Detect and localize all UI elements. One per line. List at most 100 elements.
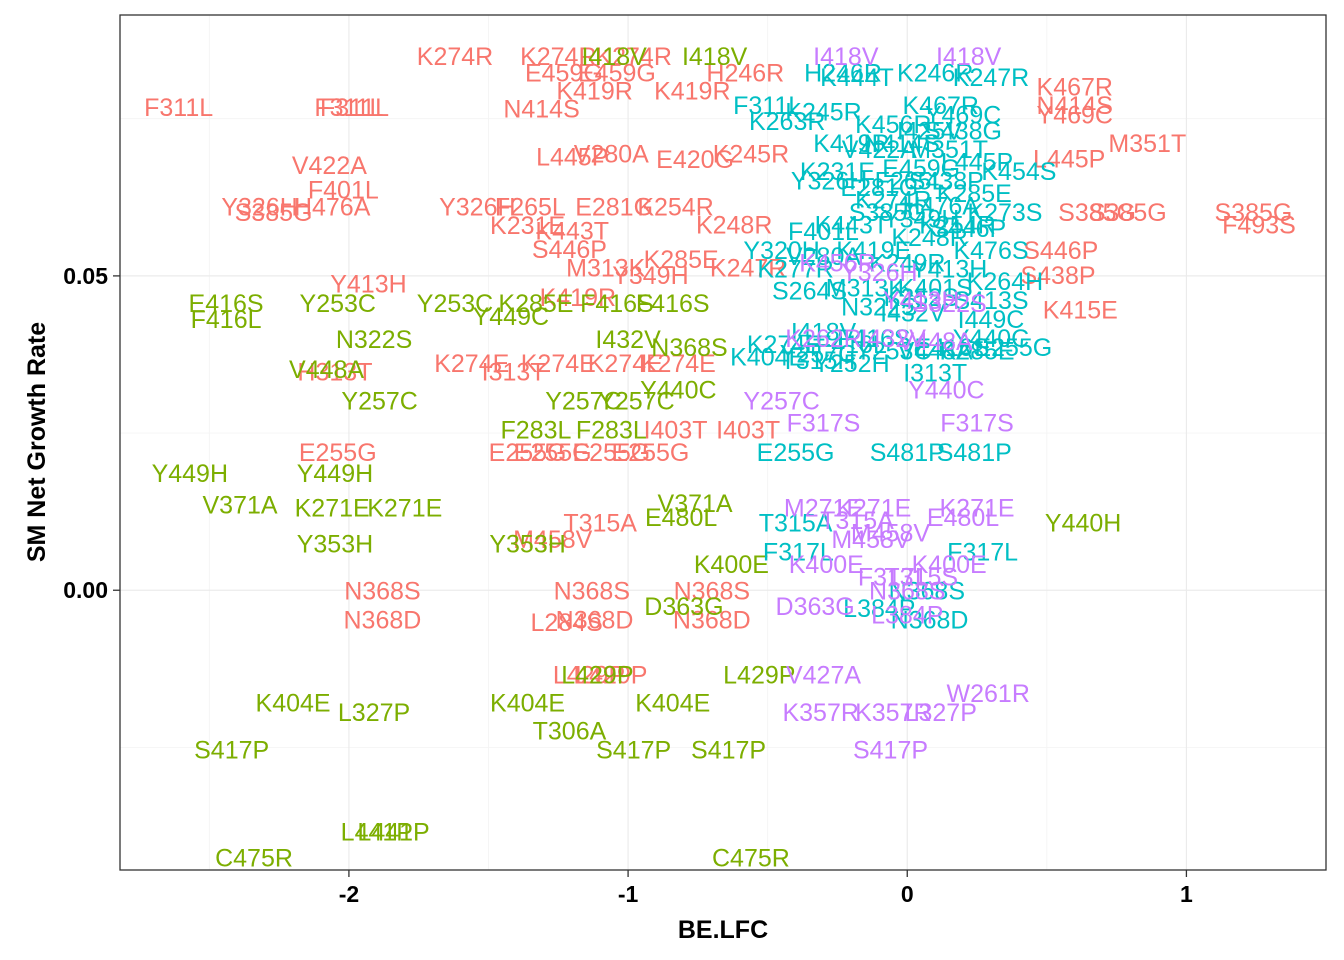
point-label: F311L [144, 94, 213, 122]
point-label: S417P [596, 737, 671, 765]
point-label: Y413H [911, 256, 987, 284]
point-label: E255G [757, 439, 835, 467]
point-label: V280A [786, 243, 861, 271]
point-label: Y320H [743, 237, 819, 265]
point-label: Y253C [855, 337, 931, 365]
point-label: K274R [520, 43, 596, 71]
point-label: T315A [759, 510, 833, 538]
point-label: K277R [757, 256, 833, 284]
point-label: K404E [256, 689, 331, 717]
point-label: I403T [716, 417, 780, 445]
point-label: K274R [855, 186, 931, 214]
point-label: K264H [967, 268, 1043, 296]
point-label: V448A [898, 337, 973, 365]
point-label: Y469C [925, 102, 1001, 130]
point-label: K404E [490, 689, 565, 717]
point-label: S385G [1058, 199, 1136, 227]
point-label: V448A [289, 356, 364, 384]
point-label: N368D [344, 606, 422, 634]
point-label: L445P [941, 149, 1013, 177]
point-label: D363G [644, 593, 723, 621]
point-label: F416S [636, 290, 710, 318]
point-label: K231E [800, 158, 875, 186]
point-label: I313T [903, 359, 967, 387]
point-label: I425V [897, 117, 963, 145]
point-label: Y257C [598, 388, 674, 416]
point-label: K231E [490, 212, 565, 240]
point-label: K274E [747, 331, 822, 359]
point-label: K285E [940, 337, 1015, 365]
x-tick-label: -1 [618, 881, 639, 907]
point-label: T315H [780, 347, 855, 375]
point-label: S481P [870, 439, 945, 467]
point-label: L327P [338, 699, 410, 727]
point-label: M458V [831, 526, 911, 554]
point-label: I432V [595, 326, 661, 354]
point-label: L445P [1033, 146, 1105, 174]
point-label: C475R [712, 845, 790, 873]
x-axis: -2 -1 0 1 [339, 870, 1193, 907]
point-label: F317L [947, 539, 1018, 567]
point-label: L429P [561, 662, 633, 690]
point-label: E255G [514, 439, 592, 467]
point-label: K419E [836, 237, 911, 265]
point-label: K456R [855, 111, 931, 139]
point-label: N368D [673, 606, 751, 634]
point-label: F317S [940, 410, 1014, 438]
point-label: S413S [953, 287, 1028, 315]
point-label: L445P [536, 144, 608, 172]
point-label: I418V [936, 43, 1002, 71]
point-label: Y353H [489, 530, 565, 558]
point-label: K271E [940, 495, 1015, 523]
y-axis-title: SM Net Growth Rate [23, 322, 51, 562]
point-label: Y326H [221, 193, 297, 221]
point-label: Y257C [341, 388, 417, 416]
point-label: L284S [531, 609, 603, 637]
point-label: H476A [903, 193, 980, 221]
point-label: M351T [910, 136, 988, 164]
x-axis-title: BE.LFC [678, 916, 768, 944]
point-label: M313K [566, 254, 646, 282]
point-label: V422A [292, 152, 367, 180]
point-label: C475R [215, 845, 293, 873]
point-label: V371A [203, 491, 278, 519]
point-label: S385G [1089, 199, 1167, 227]
point-label: Y349H [883, 205, 959, 233]
point-label: F401L [308, 176, 379, 204]
point-label: K273S [967, 199, 1042, 227]
point-label: N322S [841, 293, 917, 321]
point-label: T306A [533, 718, 607, 746]
point-label: V280A [574, 141, 649, 169]
series-purple: I418V I418VK456RY326HY413HS322SI432VV448A… [743, 43, 1029, 764]
point-label: N368S [889, 577, 965, 605]
point-label: V427A [786, 662, 861, 690]
point-label: E255G [611, 439, 689, 467]
point-label: S446P [931, 215, 1006, 243]
point-label: I418V [791, 318, 857, 346]
point-label: K262R [785, 325, 861, 353]
point-label: K476S [953, 237, 1028, 265]
point-label: F401L [788, 218, 859, 246]
point-label: Y257C [780, 340, 856, 368]
point-label: F311L [733, 92, 802, 120]
point-label: Y449H [152, 460, 228, 488]
point-label: S446P [532, 236, 607, 264]
point-label: K357R [855, 699, 931, 727]
point-label: K443T [815, 212, 889, 240]
point-label: K467R [903, 92, 979, 120]
point-label: Y326H [841, 259, 917, 287]
point-label: V448A [898, 328, 973, 356]
plot-panel-border [119, 14, 1327, 871]
point-label: K245R [713, 141, 789, 169]
point-label: I418V [581, 43, 647, 71]
point-label: F493S [1222, 212, 1296, 240]
point-label: Y440C [640, 376, 716, 404]
point-label: F265L [875, 168, 946, 196]
y-tick-label: 0.00 [63, 577, 108, 603]
point-label: K248R [696, 212, 772, 240]
point-label: F416L [191, 306, 262, 334]
